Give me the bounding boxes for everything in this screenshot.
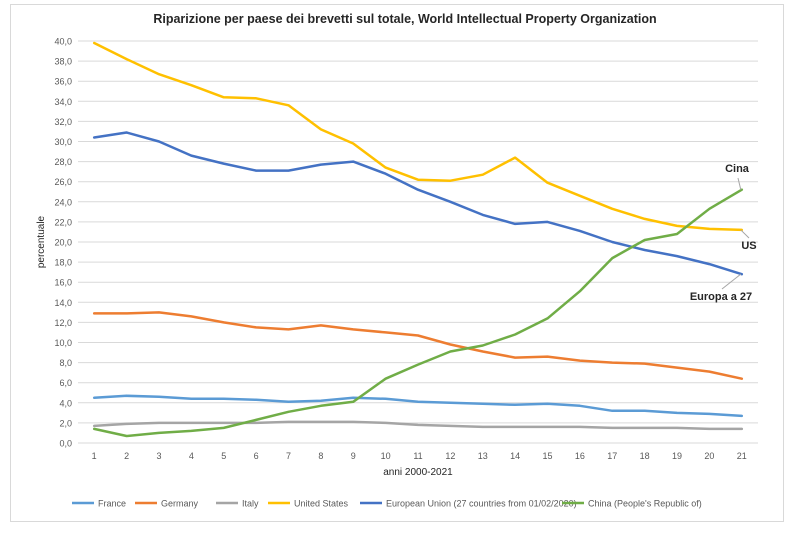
- series-line-france: [92, 394, 744, 418]
- gridlines: [78, 40, 758, 424]
- y-tick-label: 26,0: [54, 177, 72, 187]
- legend-label: Italy: [242, 499, 259, 509]
- y-tick-label: 40,0: [54, 37, 72, 47]
- series-line-italy: [92, 420, 744, 431]
- legend-label: France: [98, 499, 126, 509]
- y-tick-label: 6,0: [59, 378, 72, 388]
- x-tick-label: 3: [156, 451, 161, 461]
- annotation-leader-line: [737, 177, 742, 190]
- annotation-leader-line: [721, 273, 742, 290]
- x-tick-label: 14: [510, 451, 520, 461]
- series-lines: [92, 41, 744, 438]
- y-tick-label: 22,0: [54, 217, 72, 227]
- legend-label: United States: [294, 499, 349, 509]
- x-tick-label: 8: [318, 451, 323, 461]
- x-tick-label: 2: [124, 451, 129, 461]
- y-tick-label: 14,0: [54, 298, 72, 308]
- legend-label: European Union (27 countries from 01/02/…: [386, 499, 577, 509]
- y-tick-label: 0,0: [59, 439, 72, 449]
- x-tick-label: 11: [413, 451, 422, 461]
- annotations: Cina US Europa a 27: [690, 163, 757, 303]
- annotation-label: Cina: [725, 163, 750, 175]
- y-tick-label: 10,0: [54, 338, 72, 348]
- chart-title: Riparizione per paese dei brevetti sul t…: [153, 12, 656, 26]
- y-tick-label: 36,0: [54, 77, 72, 87]
- annotation-leader-line: [740, 229, 750, 239]
- y-axis-label: percentuale: [36, 215, 47, 268]
- x-tick-label: 18: [640, 451, 650, 461]
- x-tick-label: 19: [672, 451, 682, 461]
- legend: France Germany Italy United States European …: [72, 499, 702, 509]
- x-tick-label: 4: [189, 451, 194, 461]
- x-tick-label: 20: [704, 451, 714, 461]
- x-tick-label: 12: [445, 451, 455, 461]
- y-tick-label: 24,0: [54, 197, 72, 207]
- x-tick-label: 9: [351, 451, 356, 461]
- y-tick-label: 32,0: [54, 117, 72, 127]
- y-tick-label: 16,0: [54, 278, 72, 288]
- x-axis-label: anni 2000-2021: [383, 467, 453, 478]
- y-tick-label: 30,0: [54, 137, 72, 147]
- x-tick-label: 21: [737, 451, 747, 461]
- series-line-china-people-s-republic-of: [92, 188, 744, 438]
- y-tick-label: 20,0: [54, 238, 72, 248]
- x-tick-label: 5: [221, 451, 226, 461]
- legend-label: China (People's Republic of): [588, 499, 702, 509]
- x-axis-ticks: 1 2 3 4 5 6 7 8 9 10 11 12 13 14 15 16 17 18 19 20 21: [92, 451, 747, 461]
- y-tick-label: 8,0: [59, 358, 72, 368]
- x-tick-label: 16: [575, 451, 585, 461]
- y-tick-label: 4,0: [59, 398, 72, 408]
- annotation-label: US: [741, 240, 756, 252]
- legend-label: Germany: [161, 499, 199, 509]
- series-line-germany: [92, 311, 744, 380]
- annotation-label: Europa a 27: [690, 291, 752, 303]
- x-tick-label: 17: [607, 451, 617, 461]
- x-tick-label: 10: [381, 451, 391, 461]
- x-tick-label: 15: [543, 451, 553, 461]
- y-tick-label: 18,0: [54, 258, 72, 268]
- y-tick-label: 38,0: [54, 57, 72, 67]
- y-tick-label: 28,0: [54, 157, 72, 167]
- series-line-european-union-27-countries-from-01-02-2020: [92, 131, 744, 276]
- x-tick-label: 13: [478, 451, 488, 461]
- y-tick-label: 12,0: [54, 318, 72, 328]
- series-line-united-states: [92, 41, 744, 232]
- x-tick-label: 1: [92, 451, 97, 461]
- x-tick-label: 7: [286, 451, 291, 461]
- x-tick-label: 6: [254, 451, 259, 461]
- y-tick-label: 2,0: [59, 418, 72, 428]
- y-tick-label: 34,0: [54, 97, 72, 107]
- y-axis-ticks: 0,0 2,0 4,0 6,0 8,0 10,0 12,0 14,0 16,0 18,0 20,0 2…: [54, 37, 72, 449]
